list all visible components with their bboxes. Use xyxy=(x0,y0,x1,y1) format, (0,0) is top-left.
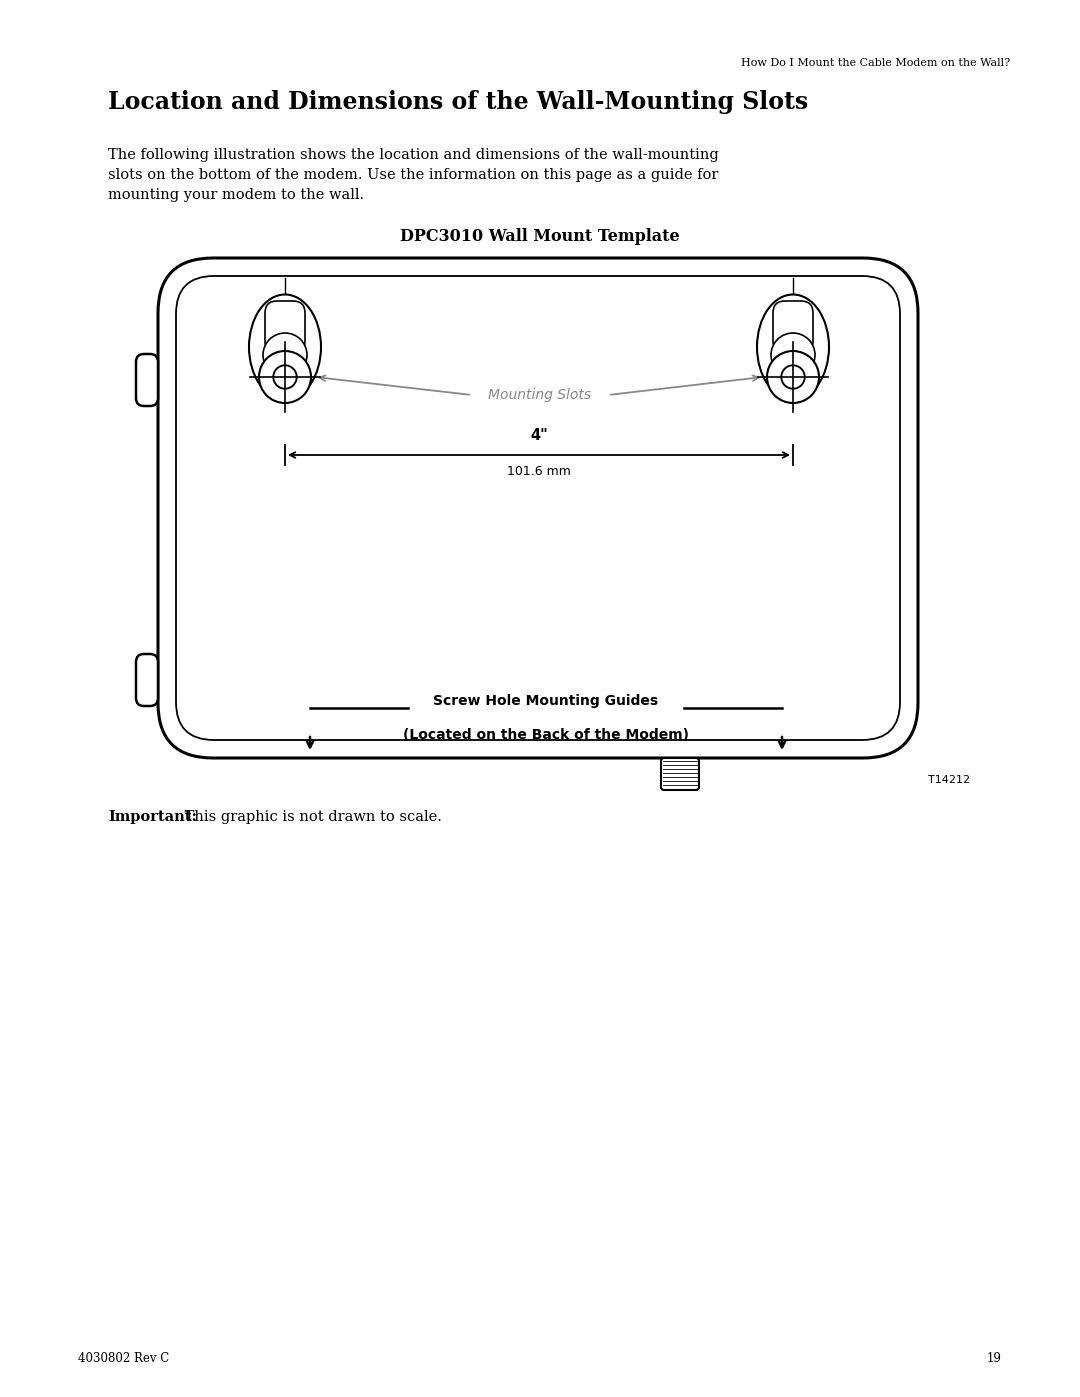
Text: 4": 4" xyxy=(530,427,548,443)
Text: (Located on the Back of the Modem): (Located on the Back of the Modem) xyxy=(403,728,689,742)
Circle shape xyxy=(781,365,805,388)
Text: Location and Dimensions of the Wall-Mounting Slots: Location and Dimensions of the Wall-Moun… xyxy=(108,89,808,115)
Circle shape xyxy=(771,332,815,377)
Circle shape xyxy=(264,332,307,377)
Text: 101.6 mm: 101.6 mm xyxy=(508,465,571,478)
Text: mounting your modem to the wall.: mounting your modem to the wall. xyxy=(108,189,364,203)
Ellipse shape xyxy=(249,295,321,400)
Circle shape xyxy=(767,351,819,402)
Ellipse shape xyxy=(757,295,829,400)
Text: 4030802 Rev C: 4030802 Rev C xyxy=(78,1352,170,1365)
Text: Important:: Important: xyxy=(108,810,197,824)
Text: Screw Hole Mounting Guides: Screw Hole Mounting Guides xyxy=(433,694,659,708)
Text: 19: 19 xyxy=(987,1352,1002,1365)
Text: Mounting Slots: Mounting Slots xyxy=(488,388,592,402)
FancyBboxPatch shape xyxy=(136,353,158,407)
Text: DPC3010 Wall Mount Template: DPC3010 Wall Mount Template xyxy=(401,228,679,244)
Text: The following illustration shows the location and dimensions of the wall-mountin: The following illustration shows the loc… xyxy=(108,148,719,162)
FancyBboxPatch shape xyxy=(265,300,305,353)
Text: This graphic is not drawn to scale.: This graphic is not drawn to scale. xyxy=(180,810,442,824)
FancyBboxPatch shape xyxy=(661,759,699,789)
Circle shape xyxy=(259,351,311,402)
Text: How Do I Mount the Cable Modem on the Wall?: How Do I Mount the Cable Modem on the Wa… xyxy=(741,59,1010,68)
FancyBboxPatch shape xyxy=(136,654,158,705)
Text: slots on the bottom of the modem. Use the information on this page as a guide fo: slots on the bottom of the modem. Use th… xyxy=(108,168,718,182)
FancyBboxPatch shape xyxy=(773,300,813,353)
Text: T14212: T14212 xyxy=(928,775,970,785)
Circle shape xyxy=(273,365,297,388)
